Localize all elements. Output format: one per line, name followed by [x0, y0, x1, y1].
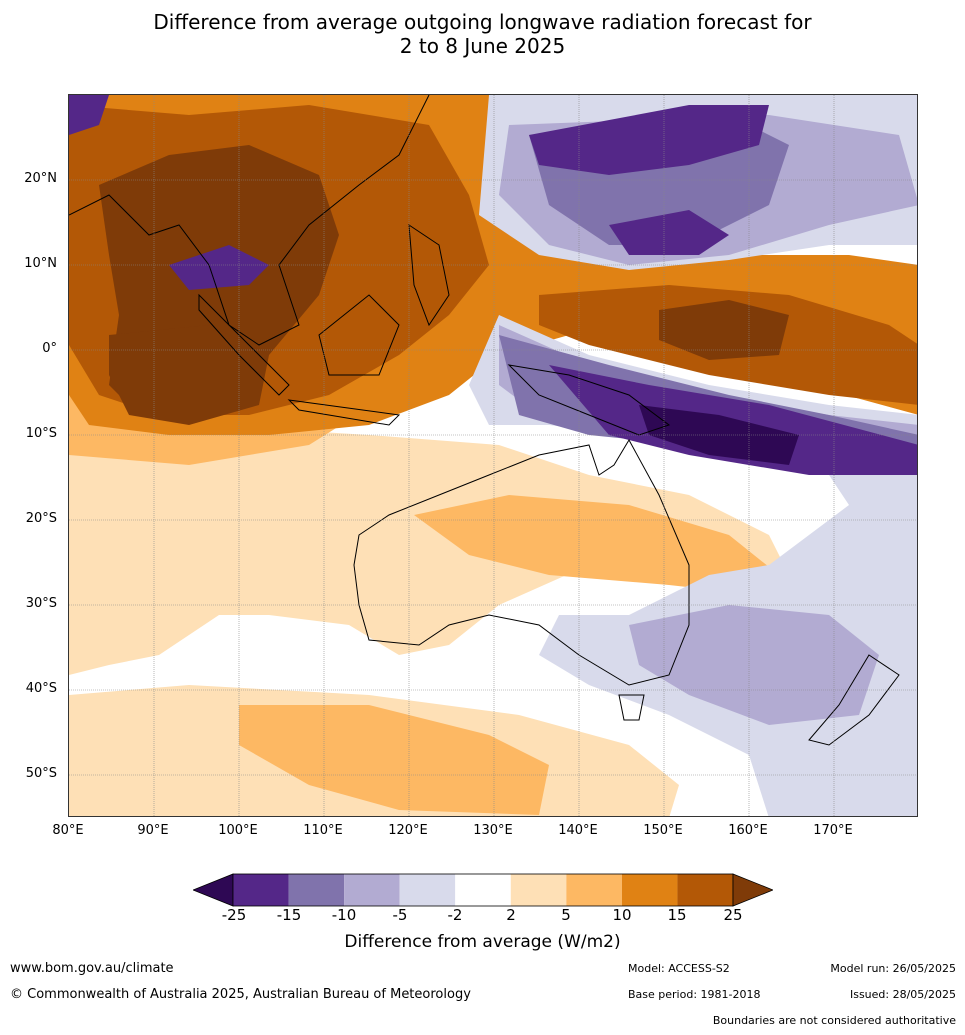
lat-label-10n: 10°N — [24, 256, 57, 271]
lon-label-150e: 150°E — [643, 823, 683, 838]
colorbar-extend-high — [732, 873, 773, 907]
lon-label-100e: 100°E — [218, 823, 258, 838]
lat-label-30s: 30°S — [25, 596, 57, 611]
map-title: Difference from average outgoing longwav… — [0, 10, 965, 58]
new-guinea-coastline — [507, 364, 671, 436]
title-line-2: 2 to 8 June 2025 — [399, 34, 566, 58]
tasmania-coastline — [618, 694, 645, 721]
lat-gridlines — [69, 179, 917, 776]
colorbar-segment — [233, 874, 289, 906]
lat-label-50s: 50°S — [25, 766, 57, 781]
philippines-coastline — [408, 224, 450, 327]
lat-label-0: 0° — [42, 341, 57, 356]
colorbar-tick: -10 — [331, 906, 357, 924]
colorbar-segment — [566, 874, 622, 906]
anomaly-region-pacific-dark-brown — [659, 300, 789, 360]
colorbar — [193, 873, 773, 907]
olr-anomaly-map — [69, 95, 917, 816]
colorbar-tick: -25 — [221, 906, 247, 924]
anomaly-region-far-south-orange — [239, 705, 549, 815]
footer-model: Model: ACCESS-S2 — [628, 962, 730, 975]
lon-label-140e: 140°E — [558, 823, 598, 838]
colorbar-segment — [621, 874, 678, 906]
colorbar-segment — [455, 874, 511, 906]
colorbar-segment — [677, 874, 733, 906]
colorbar-label: Difference from average (W/m2) — [344, 932, 621, 952]
footer-disclaimer: Boundaries are not considered authoritat… — [712, 1014, 956, 1027]
lon-label-170e: 170°E — [813, 823, 853, 838]
colorbar-segment — [510, 874, 567, 906]
colorbar-extend-low — [193, 873, 234, 907]
lat-label-20s: 20°S — [25, 511, 57, 526]
anomaly-region-south-light-orange — [69, 425, 789, 675]
footer-base-period: Base period: 1981-2018 — [628, 988, 761, 1001]
colorbar-segment — [399, 874, 456, 906]
lon-label-160e: 160°E — [728, 823, 768, 838]
anomaly-region-northwest-purple — [69, 95, 109, 135]
colorbar-tick: -2 — [447, 906, 463, 924]
java-coastline — [287, 399, 401, 426]
lat-label-20n: 20°N — [24, 171, 57, 186]
colorbar-tick: -15 — [276, 906, 302, 924]
colorbar-tick: 25 — [723, 906, 743, 924]
colorbar-segments — [193, 873, 773, 907]
colorbar-tick: 15 — [667, 906, 687, 924]
footer-url: www.bom.gov.au/climate — [10, 961, 174, 976]
lon-label-130e: 130°E — [473, 823, 513, 838]
lon-gridlines — [153, 95, 835, 816]
colorbar-segment — [288, 874, 345, 906]
anomaly-region-tasman-purple — [629, 605, 879, 725]
lon-label-120e: 120°E — [388, 823, 428, 838]
australia-coastline — [353, 438, 690, 686]
anomaly-region-north-pacific-dark-purple — [529, 105, 769, 175]
anomaly-region-indochina-purple — [169, 245, 269, 290]
map-panel — [68, 94, 918, 817]
colorbar-tick: 5 — [561, 906, 571, 924]
title-line-1: Difference from average outgoing longwav… — [153, 10, 812, 34]
colorbar-segment — [344, 874, 400, 906]
lon-label-110e: 110°E — [303, 823, 343, 838]
asia-coastline — [69, 95, 430, 346]
lat-label-40s: 40°S — [25, 681, 57, 696]
lon-label-90e: 90°E — [137, 823, 169, 838]
lon-label-80e: 80°E — [52, 823, 84, 838]
footer-copyright: © Commonwealth of Australia 2025, Austra… — [10, 987, 471, 1002]
new-zealand-coastline — [808, 654, 900, 746]
footer-model-run: Model run: 26/05/2025 — [830, 962, 956, 975]
anomaly-region-north-pacific-dark-purple-2 — [609, 210, 729, 255]
colorbar-tick: 2 — [506, 906, 516, 924]
sumatra-coastline — [198, 293, 290, 396]
colorbar-tick: -5 — [392, 906, 408, 924]
colorbar-tick: 10 — [612, 906, 632, 924]
footer-issued: Issued: 28/05/2025 — [849, 988, 956, 1001]
lat-label-10s: 10°S — [25, 426, 57, 441]
